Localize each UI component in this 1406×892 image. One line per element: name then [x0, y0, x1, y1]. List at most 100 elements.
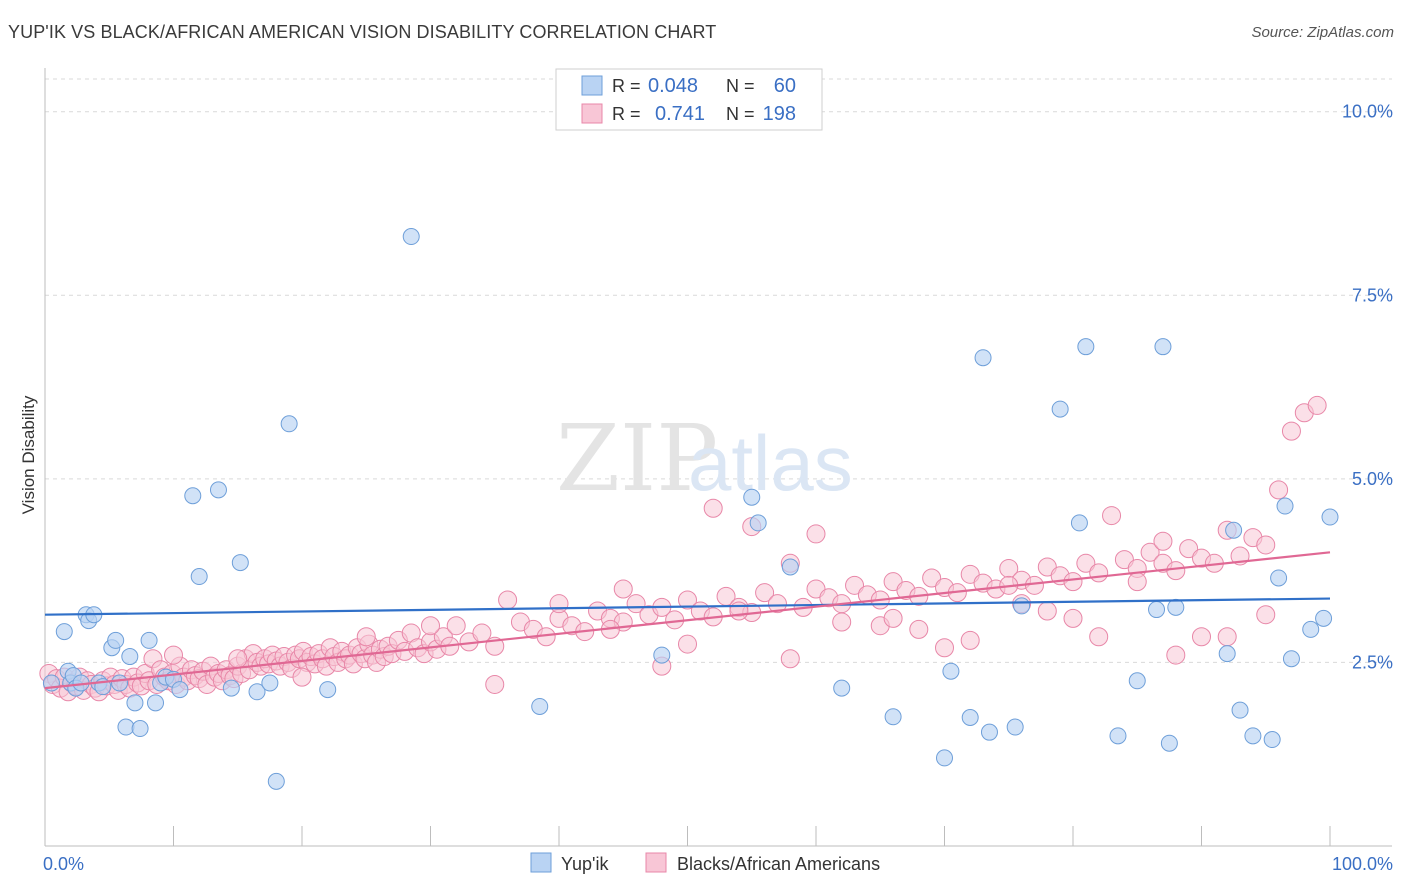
point-black: [228, 649, 248, 669]
point-yupik: [1321, 508, 1339, 526]
point-black: [832, 612, 852, 632]
series-yupik-points: [42, 228, 1339, 790]
point-black: [1089, 563, 1109, 583]
y-tick-label: 5.0%: [1352, 469, 1393, 489]
point-yupik: [1148, 601, 1166, 619]
point-yupik: [147, 694, 165, 712]
legend-label-black: Blacks/African Americans: [677, 854, 880, 874]
point-yupik: [107, 631, 125, 649]
point-yupik: [1263, 731, 1281, 749]
point-black: [883, 608, 903, 628]
stats-box: R = 0.048 N = 60 R = 0.741 N = 198: [555, 68, 823, 131]
point-yupik: [261, 674, 279, 692]
point-black: [164, 645, 183, 665]
point-black: [1102, 506, 1122, 526]
point-yupik: [55, 623, 73, 641]
y-axis-label: Vision Disability: [19, 395, 38, 514]
point-yupik: [1276, 497, 1294, 515]
point-black: [1217, 627, 1237, 647]
point-black: [549, 594, 569, 614]
point-black: [780, 649, 800, 669]
point-black: [613, 579, 633, 599]
point-yupik: [653, 646, 671, 664]
trend-line-black: [44, 551, 1331, 690]
point-yupik: [121, 648, 139, 666]
stats-swatch-yupik: [581, 75, 603, 96]
point-yupik: [1225, 521, 1243, 539]
point-yupik: [140, 631, 158, 649]
point-black: [755, 583, 775, 603]
point-black: [1166, 561, 1186, 581]
chart-title: YUP'IK VS BLACK/AFRICAN AMERICAN VISION …: [8, 22, 717, 42]
point-yupik: [884, 708, 902, 726]
x-tick-label-start: 0.0%: [43, 854, 84, 874]
watermark-zip: ZIP: [556, 405, 718, 512]
point-black: [767, 594, 787, 614]
point-black: [1269, 480, 1289, 500]
point-black: [1281, 421, 1301, 441]
stats-r-value-black: 0.741: [655, 103, 705, 125]
point-yupik: [1109, 727, 1127, 745]
trend-lines: [44, 551, 1331, 690]
x-tick-labels: 0.0% 100.0%: [43, 854, 1393, 874]
point-yupik: [1244, 727, 1262, 745]
point-black: [485, 674, 505, 694]
point-yupik: [942, 662, 960, 680]
point-yupik: [1270, 569, 1288, 587]
point-yupik: [231, 554, 249, 572]
point-yupik: [402, 228, 420, 246]
point-yupik: [280, 415, 298, 433]
point-yupik: [267, 772, 285, 790]
y-tick-label: 2.5%: [1352, 652, 1393, 672]
y-tick-label: 7.5%: [1352, 285, 1393, 305]
point-yupik: [833, 679, 851, 697]
point-yupik: [961, 709, 979, 726]
axes: [44, 68, 1392, 847]
point-yupik: [117, 718, 135, 736]
stats-n-value-black: 198: [763, 103, 796, 125]
point-yupik: [531, 697, 549, 715]
stats-n-value-yupik: 60: [774, 75, 796, 97]
x-tick-label-end: 100.0%: [1332, 854, 1393, 874]
point-black: [678, 634, 697, 654]
stats-r-label-black: R =: [612, 104, 641, 124]
y-tick-label: 10.0%: [1342, 102, 1393, 122]
point-yupik: [1128, 672, 1146, 690]
point-black: [1063, 572, 1083, 592]
legend-swatch-yupik: [530, 852, 552, 873]
point-black: [356, 627, 376, 647]
point-yupik: [1154, 338, 1172, 356]
point-black: [1127, 572, 1147, 592]
legend-swatch-black: [645, 852, 667, 873]
point-black: [1153, 531, 1173, 551]
point-yupik: [222, 679, 240, 697]
point-yupik: [1218, 645, 1236, 663]
point-black: [960, 630, 980, 650]
point-yupik: [1315, 609, 1333, 627]
point-black: [1140, 542, 1160, 562]
point-black: [909, 619, 929, 639]
grid-lines: [45, 78, 1392, 663]
point-yupik: [749, 514, 767, 532]
point-black: [421, 616, 440, 636]
point-black: [729, 601, 749, 621]
point-yupik: [781, 558, 799, 576]
watermark-atlas: atlas: [688, 419, 853, 507]
stats-r-value-yupik: 0.048: [648, 75, 698, 97]
point-black: [498, 590, 518, 610]
point-yupik: [1006, 718, 1024, 736]
point-yupik: [936, 749, 953, 767]
point-yupik: [1160, 734, 1178, 752]
point-yupik: [184, 487, 202, 505]
point-black: [1024, 575, 1044, 595]
point-black: [1256, 605, 1276, 625]
stats-n-label-black: N =: [726, 104, 755, 124]
point-yupik: [1282, 650, 1300, 668]
point-black: [446, 616, 466, 636]
point-black: [678, 590, 697, 610]
stats-n-label-yupik: N =: [726, 76, 755, 96]
point-yupik: [1051, 400, 1069, 418]
point-black: [806, 524, 826, 544]
point-yupik: [131, 720, 149, 738]
point-black: [472, 623, 492, 643]
